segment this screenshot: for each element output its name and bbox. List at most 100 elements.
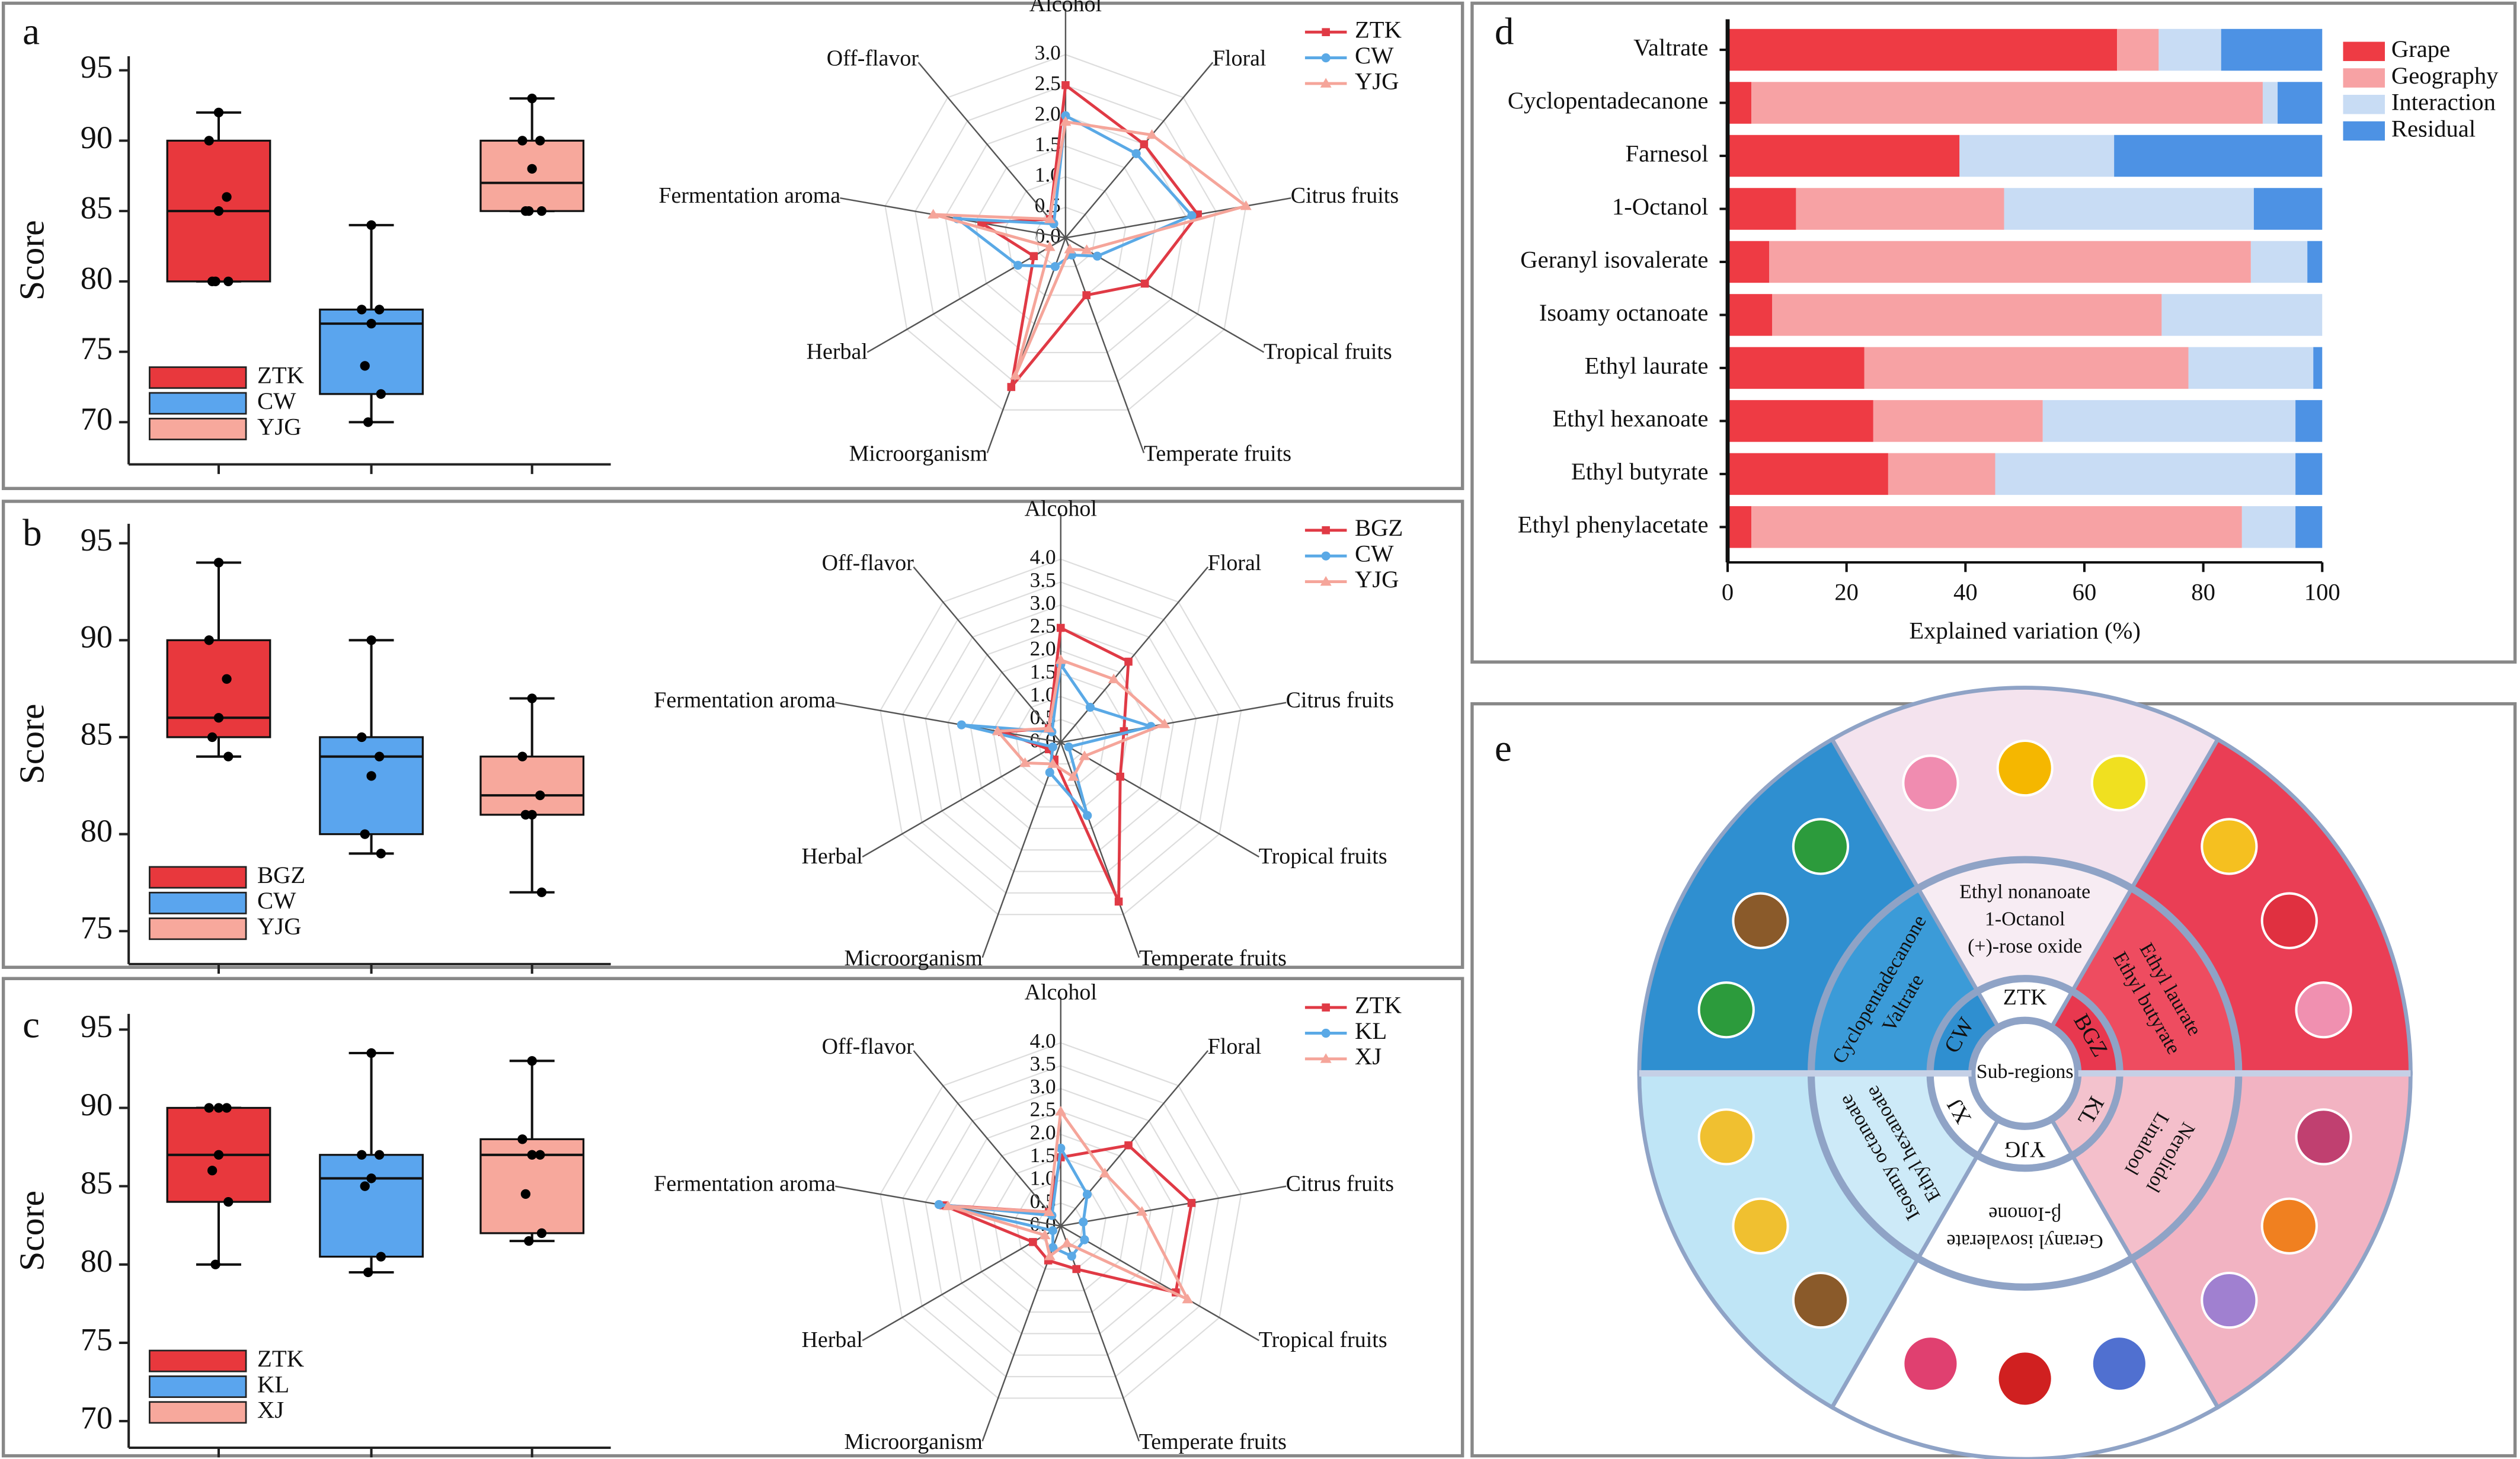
legend-label: KL bbox=[257, 1371, 289, 1397]
icon bbox=[2090, 1335, 2148, 1393]
grid-ring bbox=[947, 627, 1175, 851]
data-point bbox=[374, 305, 385, 315]
bar-segment bbox=[2241, 506, 2296, 548]
grid-ring bbox=[880, 558, 1242, 916]
bar-segment bbox=[1772, 294, 2162, 336]
data-point bbox=[536, 887, 547, 897]
marker bbox=[1187, 211, 1197, 220]
box bbox=[479, 139, 585, 212]
marker bbox=[1061, 111, 1070, 120]
marker bbox=[1187, 1199, 1196, 1207]
icon bbox=[2201, 1271, 2258, 1329]
data-point bbox=[527, 94, 537, 104]
legend-label: BGZ bbox=[1355, 514, 1403, 541]
data-point bbox=[527, 693, 537, 703]
marker bbox=[1092, 251, 1102, 261]
data-point bbox=[210, 276, 220, 287]
data-point bbox=[376, 849, 386, 859]
marker bbox=[1056, 1143, 1066, 1153]
icon bbox=[1732, 892, 1789, 949]
bar-segment bbox=[2117, 28, 2159, 71]
marker bbox=[1081, 244, 1093, 254]
marker bbox=[1321, 551, 1331, 561]
axis-label: Microorganism bbox=[849, 441, 987, 466]
legend-swatch bbox=[149, 366, 247, 389]
grid-ring bbox=[902, 1065, 1220, 1378]
marker bbox=[1320, 576, 1332, 586]
spoke bbox=[1060, 1225, 1260, 1342]
marker bbox=[1080, 1235, 1089, 1244]
bar-segment bbox=[2042, 400, 2296, 442]
bar-segment bbox=[1888, 453, 1995, 495]
data-point bbox=[213, 558, 224, 568]
icon bbox=[2295, 981, 2352, 1039]
marker bbox=[1013, 261, 1023, 270]
marker bbox=[1159, 718, 1171, 728]
marker bbox=[1039, 1229, 1051, 1240]
axis-label: Fermentation aroma bbox=[658, 183, 840, 208]
middle-ring-sector bbox=[2070, 887, 2239, 1076]
axis-label: Herbal bbox=[802, 1327, 863, 1352]
middle-ring-sector bbox=[1811, 887, 1979, 1076]
y-tick-label: Ethyl hexanoate bbox=[1552, 405, 1708, 432]
bar-segment bbox=[2004, 188, 2254, 230]
data-point bbox=[213, 206, 224, 216]
bar-segment bbox=[2313, 347, 2323, 389]
grid-ring bbox=[974, 145, 1157, 325]
spoke bbox=[1060, 702, 1287, 743]
marker bbox=[1057, 623, 1065, 632]
bar-segment bbox=[1959, 135, 2115, 177]
grid-ring bbox=[992, 1156, 1130, 1291]
bar-segment bbox=[1796, 188, 2004, 230]
marker bbox=[1061, 1237, 1073, 1247]
panel-label: b bbox=[23, 512, 42, 555]
data-point bbox=[207, 1166, 218, 1176]
spoke bbox=[913, 1050, 1061, 1227]
icon bbox=[1792, 818, 1850, 875]
bar-segment bbox=[1769, 241, 2251, 283]
axis-label: Off-flavor bbox=[822, 551, 914, 575]
grid-ring bbox=[947, 1111, 1175, 1335]
marker bbox=[1009, 370, 1021, 380]
data-point bbox=[366, 635, 376, 645]
x-tick-label: 100 bbox=[2304, 579, 2340, 606]
data-point bbox=[204, 635, 214, 645]
bar-segment bbox=[2278, 82, 2323, 124]
marker bbox=[1321, 1028, 1331, 1038]
data-point bbox=[517, 1134, 527, 1144]
spoke bbox=[1064, 62, 1214, 239]
legend-swatch bbox=[149, 917, 247, 940]
r-tick-label: 3.0 bbox=[1030, 1075, 1056, 1098]
bar-segment bbox=[2158, 28, 2221, 71]
spoke bbox=[1060, 741, 1260, 858]
data-point bbox=[366, 1173, 376, 1183]
bar-segment bbox=[2262, 82, 2278, 124]
r-tick-label: 3.0 bbox=[1035, 41, 1061, 64]
icon bbox=[2260, 1197, 2318, 1255]
box bbox=[319, 736, 424, 836]
spoke bbox=[835, 702, 1061, 743]
panel-label: e bbox=[1495, 727, 1512, 770]
compound-label: β-Ionone bbox=[1988, 1203, 2061, 1225]
r-tick-label: 4.0 bbox=[1030, 1029, 1056, 1052]
spoke bbox=[1060, 1185, 1287, 1227]
marker bbox=[1322, 526, 1330, 535]
axis-label: Fermentation aroma bbox=[654, 1172, 836, 1196]
marker bbox=[1055, 654, 1067, 664]
marker bbox=[1048, 1243, 1058, 1252]
data-point bbox=[527, 1056, 537, 1066]
region-label: ZTK bbox=[2003, 985, 2047, 1010]
r-tick-label: 2.0 bbox=[1030, 637, 1056, 660]
compound-label: 1-Octanol bbox=[1985, 908, 2065, 930]
data-point bbox=[524, 206, 534, 216]
marker bbox=[1072, 1265, 1080, 1274]
legend-label: ZTK bbox=[257, 1345, 304, 1372]
grid-ring bbox=[944, 115, 1187, 354]
spoke bbox=[862, 1225, 1061, 1342]
legend-swatch bbox=[2343, 94, 2385, 114]
data-point bbox=[363, 417, 373, 427]
bar-segment bbox=[2295, 506, 2323, 548]
marker bbox=[1116, 772, 1124, 781]
icon bbox=[2295, 1108, 2352, 1166]
bar-segment bbox=[1728, 506, 1752, 548]
